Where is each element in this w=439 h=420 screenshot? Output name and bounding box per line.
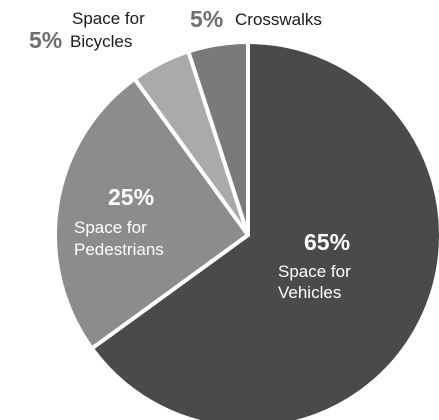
bicycles-value-label: 5% (29, 27, 63, 53)
pie-slice-space-for-vehicles (89, 40, 439, 420)
bicycles-category-line2: Bicycles (70, 32, 133, 51)
pedestrians-category-line2: Pedestrians (74, 240, 164, 259)
vehicles-category-line2: Vehicles (278, 283, 342, 302)
vehicles-category-line1: Space for (278, 262, 351, 281)
pedestrians-value-label: 25% (108, 184, 155, 210)
crosswalks-value-label: 5% (190, 6, 224, 32)
bicycles-category-line1: Space for (72, 9, 145, 28)
vehicles-value-label: 65% (304, 229, 351, 255)
pie-slice-space-for-pedestrians (53, 76, 250, 351)
pie-slice-crosswalks (186, 40, 250, 237)
pedestrians-category-line1: Space for (74, 218, 147, 237)
crosswalks-category-label: Crosswalks (235, 10, 322, 29)
